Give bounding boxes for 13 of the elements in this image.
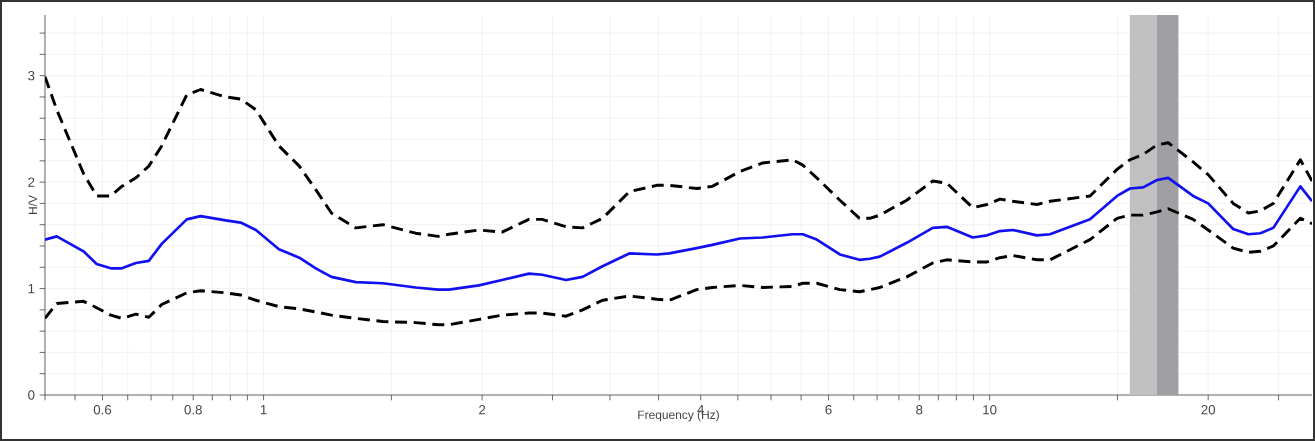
x-tick-label: 2	[479, 405, 486, 415]
x-tick-label: 0.8	[184, 405, 202, 415]
x-tick-label: 0.6	[93, 405, 112, 415]
x-tick-label: 10	[983, 405, 997, 415]
x-tick-label: 6	[825, 405, 832, 415]
y-tick-label: 0	[28, 390, 35, 400]
x-tick-label: 1	[260, 405, 267, 415]
y-tick-label: 1	[28, 283, 35, 294]
y-tick-label: 3	[28, 70, 35, 81]
x-tick-label: 8	[916, 405, 923, 415]
y-axis-title: H/V	[28, 195, 38, 214]
y-tick-label: 2	[28, 177, 35, 187]
x-tick-label: 20	[1201, 405, 1216, 415]
